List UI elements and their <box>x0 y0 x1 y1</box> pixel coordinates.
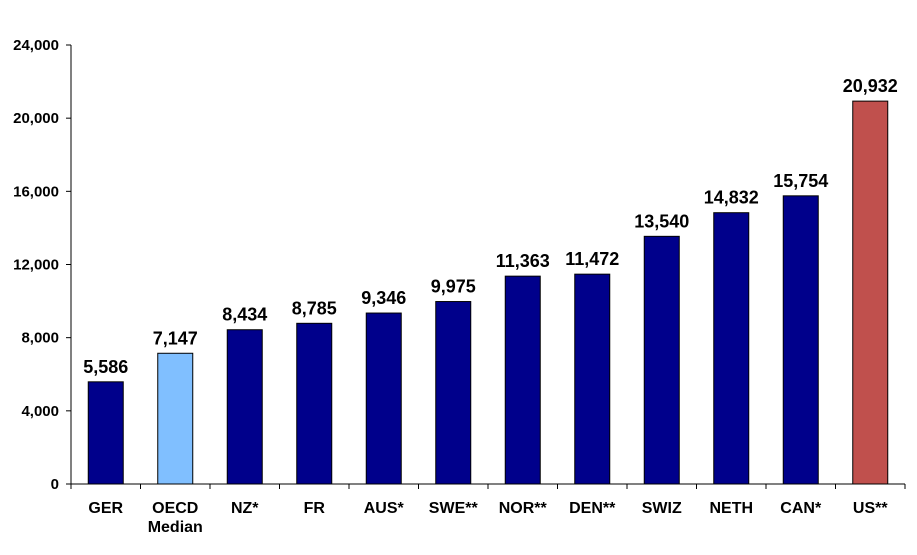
y-tick-label: 24,000 <box>13 37 59 54</box>
bar-value-label: 9,975 <box>431 277 476 297</box>
bar <box>713 212 750 485</box>
bar-value-label: 8,434 <box>222 305 267 325</box>
bar <box>157 352 194 485</box>
bar <box>365 312 402 485</box>
y-axis: 0 4,000 8,000 12,000 16,000 20,000 24,000 <box>13 37 72 493</box>
bar-value-label: 11,472 <box>565 249 619 269</box>
x-category-label: AUS* <box>364 500 405 517</box>
y-tick-label: 16,000 <box>13 183 59 200</box>
x-category-label: CAN* <box>780 500 822 517</box>
bars <box>87 100 889 485</box>
y-tick-label: 8,000 <box>21 330 59 347</box>
bar-value-label: 7,147 <box>153 328 198 348</box>
bar <box>87 381 124 485</box>
x-category-label: Median <box>148 519 203 536</box>
x-category-label: US** <box>853 500 888 517</box>
bar <box>226 329 263 485</box>
x-category-label: SWIZ <box>642 500 682 517</box>
x-axis: GER OECD Median NZ* FR AUS* SWE** NOR** DEN** SWI… <box>70 483 906 536</box>
bar-value-label: 20,932 <box>843 76 898 96</box>
bar <box>296 322 333 485</box>
x-category-label: GER <box>88 500 123 517</box>
y-tick-label: 4,000 <box>21 403 59 420</box>
y-tick-label: 20,000 <box>13 110 59 127</box>
bar-value-label: 15,754 <box>773 171 828 191</box>
x-category-label: SWE** <box>429 500 479 517</box>
bar <box>643 235 680 485</box>
bar <box>574 273 611 485</box>
x-category-label: FR <box>304 500 326 517</box>
value-labels: 5,586 7,147 8,434 8,785 9,346 9,975 11,363 11,4… <box>83 76 898 377</box>
bar-value-label: 13,540 <box>634 211 689 231</box>
x-category-label: NZ* <box>231 500 259 517</box>
bar <box>852 100 889 485</box>
bar-value-label: 14,832 <box>704 188 759 208</box>
x-category-label: NOR** <box>499 500 548 517</box>
bar-value-label: 8,785 <box>292 298 337 318</box>
bar-value-label: 5,586 <box>83 357 128 377</box>
x-category-label: DEN** <box>569 500 616 517</box>
bar <box>504 275 541 485</box>
y-tick-label: 0 <box>51 476 59 493</box>
bar-value-label: 11,363 <box>496 251 550 271</box>
x-category-label: OECD <box>152 500 198 517</box>
x-category-label: NETH <box>709 500 753 517</box>
bar <box>782 195 819 485</box>
y-tick-label: 12,000 <box>13 257 59 274</box>
bar-value-label: 9,346 <box>361 288 406 308</box>
bar <box>435 301 472 485</box>
